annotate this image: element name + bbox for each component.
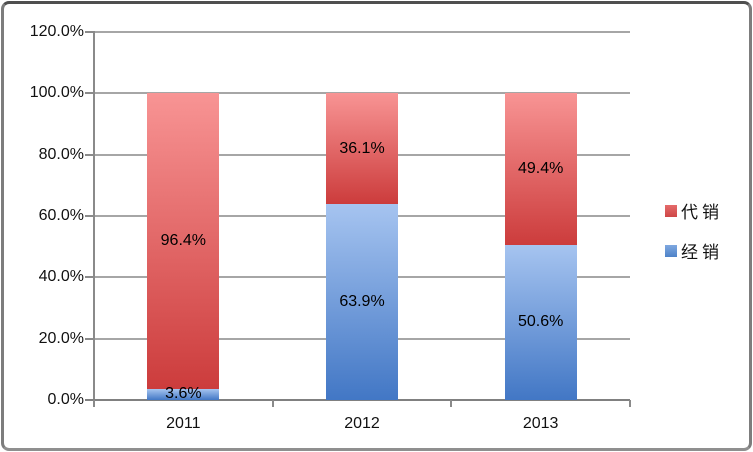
x-axis-tick <box>271 400 274 407</box>
data-label: 36.1% <box>339 139 385 157</box>
y-axis-tick <box>85 337 94 340</box>
y-axis-tick <box>85 92 94 95</box>
y-tick-label: 80.0% <box>38 145 84 163</box>
gridline <box>94 31 630 33</box>
y-axis-tick <box>85 153 94 156</box>
x-axis-tick <box>450 400 453 407</box>
y-tick-label: 20.0% <box>38 329 84 347</box>
legend-label: 经销 <box>681 243 723 262</box>
y-axis-tick <box>85 31 94 33</box>
data-label: 96.4% <box>160 232 207 250</box>
bar-segment-daixiao <box>504 93 577 245</box>
data-label: 3.6% <box>165 385 202 403</box>
bar-segment-daixiao <box>147 93 220 389</box>
data-label: 63.9% <box>339 293 385 310</box>
y-tick-label: 0.0% <box>47 391 84 408</box>
data-label: 50.6% <box>517 313 564 331</box>
x-axis-tick <box>629 400 631 407</box>
bar-segment-jingxiao <box>326 204 398 400</box>
x-axis-tick <box>93 400 95 407</box>
x-tick-label: 2012 <box>344 415 380 432</box>
y-tick-label: 40.0% <box>38 268 84 286</box>
bar-segment-jingxiao <box>504 244 577 400</box>
legend: 代销 经销 <box>665 200 723 280</box>
bar-segment-daixiao <box>326 93 398 205</box>
y-axis-tick <box>85 215 94 217</box>
plot-area: 0.0% 20.0% 40.0% 60.0% 80.0% 100.0% 120.0% 2011… <box>4 4 749 448</box>
y-tick-label: 120.0% <box>29 23 84 40</box>
legend-swatch-icon <box>665 244 677 257</box>
y-axis-line <box>93 31 95 401</box>
y-axis-tick <box>85 276 94 279</box>
x-tick-label: 2013 <box>522 415 559 432</box>
x-axis-line <box>85 399 630 401</box>
y-tick-label: 100.0% <box>29 84 84 102</box>
y-tick-label: 60.0% <box>38 207 84 224</box>
legend-swatch-icon <box>665 204 677 217</box>
x-tick-label: 2011 <box>166 415 201 432</box>
legend-item: 代销 <box>665 200 723 222</box>
data-label: 49.4% <box>517 160 564 178</box>
legend-item: 经销 <box>665 240 723 262</box>
bar-segment-jingxiao <box>147 388 220 400</box>
legend-label: 代销 <box>681 203 723 222</box>
